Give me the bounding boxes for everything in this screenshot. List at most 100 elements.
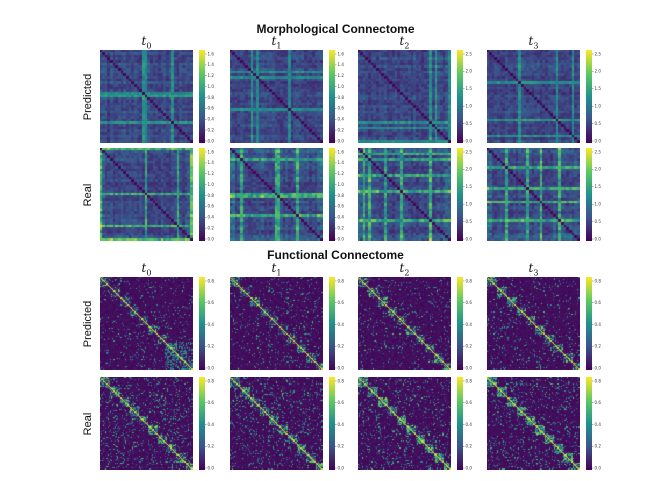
colorbar-tick-label: 0.2 — [595, 444, 602, 449]
time-letter: t — [399, 34, 405, 48]
colorbar-tick-label: 0.0 — [595, 365, 602, 370]
colorbar-tick-label: 0.2 — [208, 127, 215, 132]
colorbar-tick-label: 0.0 — [338, 365, 345, 370]
colorbar: 0.0 0.2 0.4 0.6 0.8 — [329, 377, 345, 470]
colorbar-gradient — [586, 277, 592, 370]
heatmap-matrix — [100, 377, 193, 470]
colorbar-tick-label: 0.4 — [338, 422, 345, 427]
colorbar-tick-label: 1.0 — [338, 84, 345, 89]
time-subscript: 3 — [533, 41, 539, 51]
colorbar-tick-label: 0.5 — [595, 121, 602, 126]
colorbar-tick-label: 0.0 — [208, 138, 215, 143]
colorbar-tick-label: 0.4 — [466, 422, 473, 427]
colorbar-tick-label: 2.0 — [595, 69, 602, 74]
colorbar: 0.0 0.2 0.4 0.6 0.8 — [329, 277, 345, 370]
colorbar-tick-label: 0.6 — [208, 106, 215, 111]
colorbar-tick-label: 1.0 — [595, 202, 602, 207]
colorbar-tick-label: 0.2 — [338, 127, 345, 132]
functional-time-label-t0: t0 — [142, 261, 152, 277]
colorbar-tick-label: 1.5 — [466, 86, 473, 91]
time-subscript: 0 — [146, 268, 152, 278]
morphological-row-label-real: Real — [82, 183, 94, 206]
colorbar-tick-label: 0.0 — [338, 465, 345, 470]
heatmap-matrix — [230, 277, 323, 370]
colorbar-gradient — [457, 50, 463, 143]
functional-time-label-t1: t1 — [272, 261, 282, 277]
colorbar-tick-label: 0.4 — [595, 322, 602, 327]
functional-time-label-t2: t2 — [400, 261, 410, 277]
heatmap-matrix — [230, 377, 323, 470]
heatmap-matrix — [358, 277, 451, 370]
colorbar-tick-label: 0.4 — [208, 215, 215, 220]
colorbar-tick-label: 2.0 — [466, 69, 473, 74]
heatmap-matrix — [100, 277, 193, 370]
colorbar-tick-label: 1.6 — [208, 149, 215, 154]
colorbar-tick-label: 0.8 — [208, 95, 215, 100]
colorbar-tick-label: 0.6 — [338, 204, 345, 209]
colorbar-tick-label: 0.0 — [595, 138, 602, 143]
colorbar: 0.0 0.5 1.0 1.5 2.0 2.5 — [586, 148, 602, 241]
colorbar-tick-label: 0.4 — [208, 322, 215, 327]
colorbar-gradient — [586, 377, 592, 470]
colorbar: 0.0 0.2 0.4 0.6 0.8 — [457, 277, 473, 370]
colorbar-tick-label: 0.8 — [208, 278, 215, 283]
heatmap-matrix — [230, 50, 323, 143]
heatmap-matrix — [358, 50, 451, 143]
colorbar: 0.0 0.2 0.4 0.6 0.8 1.0 1.2 1.4 1.6 — [199, 50, 215, 143]
heatmap-matrix — [230, 148, 323, 241]
colorbar-gradient — [586, 50, 592, 143]
colorbar-tick-label: 2.0 — [466, 167, 473, 172]
colorbar-tick-label: 0.0 — [208, 465, 215, 470]
heatmap-matrix — [358, 377, 451, 470]
time-letter: t — [141, 34, 147, 48]
colorbar-tick-label: 0.0 — [466, 465, 473, 470]
colorbar-tick-label: 1.0 — [338, 182, 345, 187]
colorbar-tick-label: 0.8 — [595, 278, 602, 283]
heatmap-matrix — [358, 148, 451, 241]
colorbar-tick-label: 1.6 — [338, 51, 345, 56]
colorbar-tick-label: 0.0 — [466, 365, 473, 370]
colorbar-tick-label: 1.0 — [466, 104, 473, 109]
colorbar-tick-label: 0.5 — [595, 219, 602, 224]
colorbar-tick-label: 0.4 — [338, 322, 345, 327]
colorbar-tick-label: 0.0 — [466, 138, 473, 143]
time-subscript: 1 — [276, 268, 282, 278]
colorbar-tick-label: 1.4 — [208, 62, 215, 67]
colorbar-tick-label: 1.0 — [595, 104, 602, 109]
morphological-time-label-t0: t0 — [142, 34, 152, 50]
colorbar-tick-label: 1.0 — [466, 202, 473, 207]
colorbar-tick-label: 0.4 — [595, 422, 602, 427]
colorbar: 0.0 0.2 0.4 0.6 0.8 — [199, 277, 215, 370]
time-letter: t — [528, 34, 534, 48]
heatmap-matrix — [487, 377, 580, 470]
functional-row-label-predicted: Predicted — [82, 300, 94, 347]
colorbar-tick-label: 0.0 — [338, 236, 345, 241]
colorbar-gradient — [199, 277, 205, 370]
colorbar: 0.0 0.2 0.4 0.6 0.8 — [199, 377, 215, 470]
time-letter: t — [528, 261, 534, 275]
colorbar-tick-label: 0.6 — [595, 400, 602, 405]
morphological-time-label-t1: t1 — [272, 34, 282, 50]
colorbar-tick-label: 0.5 — [466, 121, 473, 126]
colorbar-tick-label: 1.4 — [208, 160, 215, 165]
colorbar-tick-label: 0.4 — [208, 422, 215, 427]
colorbar-tick-label: 0.6 — [466, 400, 473, 405]
colorbar-tick-label: 1.2 — [208, 171, 215, 176]
colorbar-tick-label: 1.5 — [595, 184, 602, 189]
colorbar-tick-label: 0.0 — [208, 365, 215, 370]
colorbar-tick-label: 0.2 — [208, 225, 215, 230]
functional-row-label-real: Real — [82, 412, 94, 435]
colorbar: 0.0 0.2 0.4 0.6 0.8 — [586, 277, 602, 370]
time-subscript: 3 — [533, 268, 539, 278]
colorbar-gradient — [457, 277, 463, 370]
colorbar-tick-label: 0.4 — [466, 322, 473, 327]
colorbar-tick-label: 0.6 — [466, 300, 473, 305]
colorbar: 0.0 0.5 1.0 1.5 2.0 2.5 — [586, 50, 602, 143]
colorbar-tick-label: 2.0 — [595, 167, 602, 172]
colorbar: 0.0 0.5 1.0 1.5 2.0 2.5 — [457, 50, 473, 143]
colorbar-tick-label: 0.8 — [208, 193, 215, 198]
colorbar-tick-label: 0.8 — [595, 378, 602, 383]
morphological-row-label-predicted: Predicted — [82, 73, 94, 120]
colorbar: 0.0 0.2 0.4 0.6 0.8 — [586, 377, 602, 470]
colorbar-tick-label: 0.4 — [338, 117, 345, 122]
